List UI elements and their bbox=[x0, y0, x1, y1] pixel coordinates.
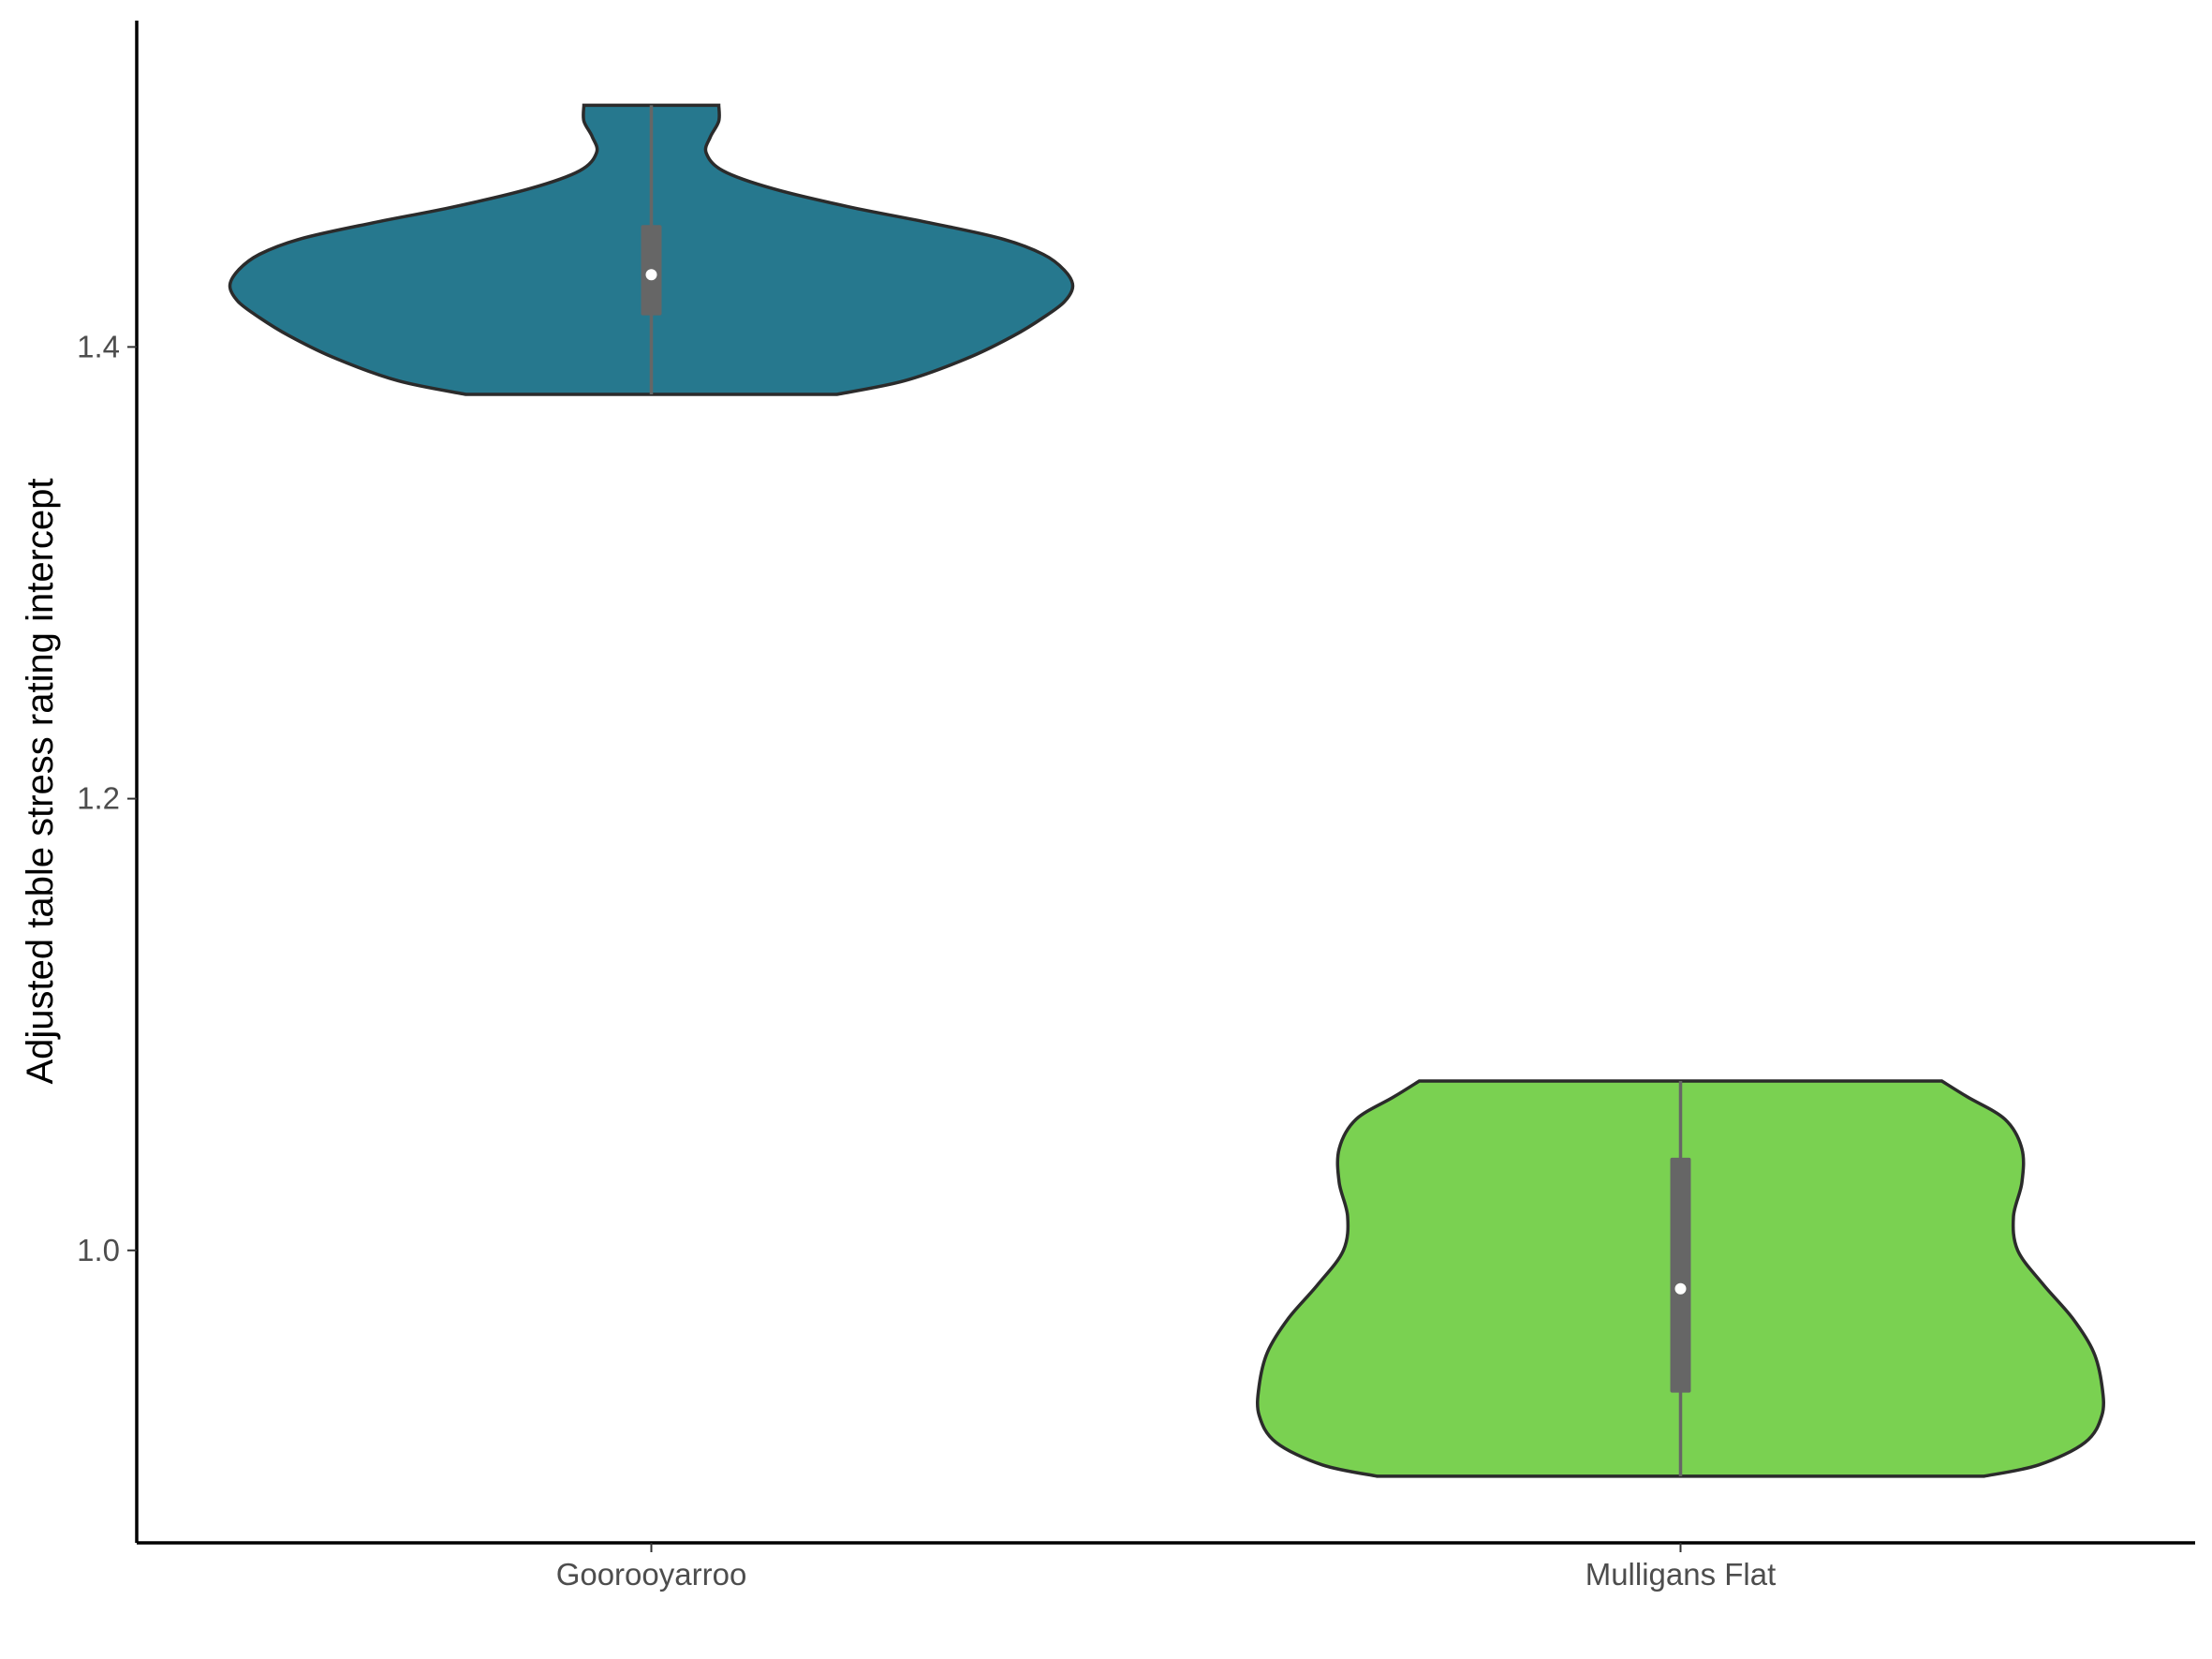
x-tick-label: Mulligans Flat bbox=[1585, 1557, 1777, 1592]
x-axis-ticks: Goorooyarroo Mulligans Flat bbox=[556, 1543, 1777, 1592]
iqr-box bbox=[1670, 1157, 1691, 1393]
box-layer bbox=[641, 105, 1691, 1476]
x-tick-label: Goorooyarroo bbox=[556, 1557, 747, 1592]
violins-layer bbox=[228, 103, 2105, 1478]
median-marker bbox=[1674, 1282, 1687, 1295]
y-tick-label: 1.0 bbox=[77, 1233, 120, 1267]
median-marker bbox=[645, 269, 657, 281]
y-axis-ticks: 1.0 1.2 1.4 bbox=[77, 329, 137, 1267]
y-tick-label: 1.4 bbox=[77, 329, 120, 363]
y-axis-title: Adjusted table stress rating intercept bbox=[20, 478, 61, 1084]
y-tick-label: 1.2 bbox=[77, 781, 120, 816]
